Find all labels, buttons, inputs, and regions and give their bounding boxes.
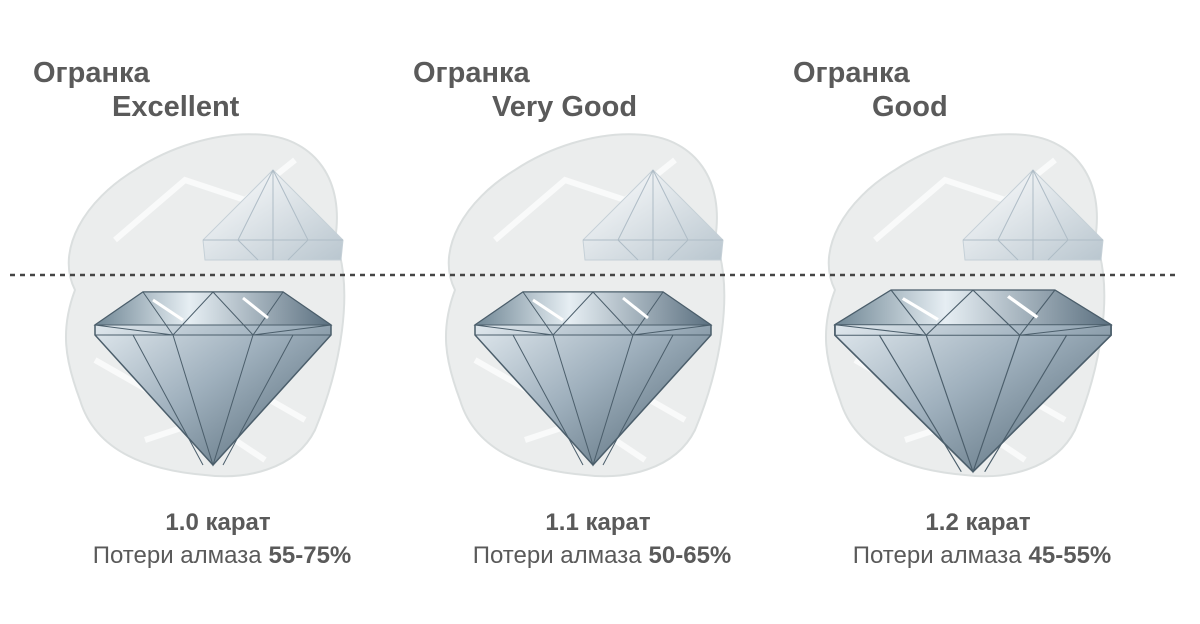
loss-value: 55-75%	[269, 542, 352, 569]
loss-label: Потери алмаза	[473, 542, 642, 569]
loss-label: Потери алмаза	[93, 542, 262, 569]
heading: Огранка	[33, 57, 151, 89]
weight: 1.1 карат	[545, 509, 650, 536]
weight: 1.2 карат	[925, 509, 1030, 536]
weight: 1.0 карат	[165, 509, 270, 536]
loss: Потери алмаза 50-65%	[473, 542, 732, 569]
grade: Good	[872, 91, 948, 123]
grade: Excellent	[112, 91, 240, 123]
loss: Потери алмаза 45-55%	[853, 542, 1112, 569]
loss-value: 45-55%	[1029, 542, 1112, 569]
panel: Огранка Excellent 1.0 карат Потери алмаз…	[33, 57, 351, 569]
panel: Огранка Good 1.2 карат Потери алмаза 45-5…	[793, 57, 1113, 569]
loss: Потери алмаза 55-75%	[93, 542, 352, 569]
heading: Огранка	[413, 57, 531, 89]
loss-label: Потери алмаза	[853, 542, 1022, 569]
grade: Very Good	[492, 91, 637, 123]
heading: Огранка	[793, 57, 911, 89]
panel: Огранка Very Good 1.1 карат Потери алмаз…	[413, 57, 731, 569]
loss-value: 50-65%	[649, 542, 732, 569]
